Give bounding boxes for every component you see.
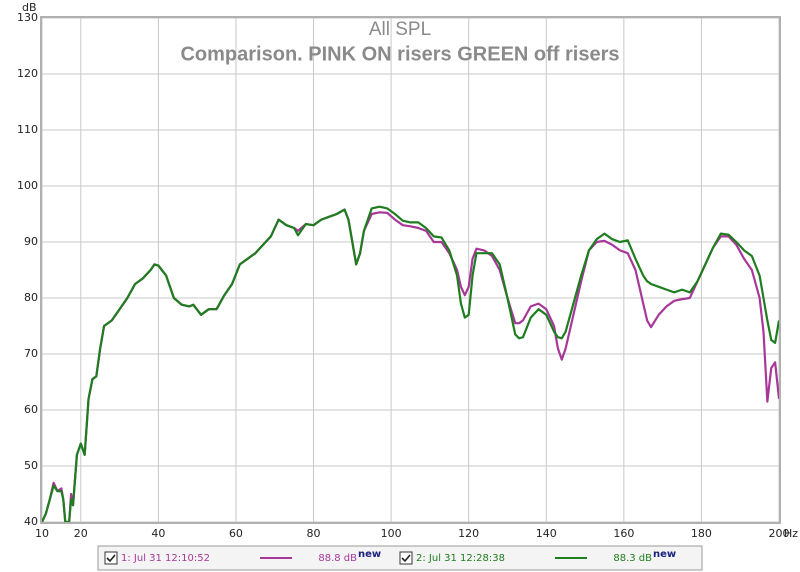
x-tick-label: 200 — [769, 527, 790, 540]
y-tick-label: 130 — [17, 11, 38, 24]
y-tick-label: 120 — [17, 67, 38, 80]
x-tick-label: 20 — [74, 527, 88, 540]
x-tick-label: 60 — [229, 527, 243, 540]
plot-frame — [40, 16, 781, 524]
x-tick-label: 10 — [35, 527, 49, 540]
x-axis-label: Hz — [784, 527, 798, 540]
x-tick-label: 100 — [381, 527, 402, 540]
y-tick-label: 50 — [24, 459, 38, 472]
series-line — [41, 205, 781, 524]
legend-checkbox[interactable] — [104, 551, 118, 565]
x-tick-label: 120 — [458, 527, 479, 540]
legend-tag: new — [358, 549, 381, 560]
lines — [41, 205, 781, 524]
legend-checkbox[interactable] — [399, 551, 413, 565]
legend-entries: 1: Jul 31 12:10:52 88.8 dB new 2: Jul 31 12… — [104, 549, 676, 565]
x-tick-label: 80 — [307, 527, 321, 540]
legend-name: 1: Jul 31 12:10:52 — [121, 553, 210, 564]
chart-title: All SPL — [369, 19, 431, 40]
plot-area — [41, 17, 780, 523]
x-tick-label: 40 — [151, 527, 165, 540]
y-tick-label: 110 — [17, 123, 38, 136]
y-tick-label: 40 — [24, 515, 38, 528]
legend-check — [401, 554, 411, 563]
y-tick-label: 90 — [24, 235, 38, 248]
legend-tag: new — [653, 549, 676, 560]
x-tick-label: 160 — [613, 527, 634, 540]
y-tick-label: 100 — [17, 179, 38, 192]
x-tick-label: 180 — [691, 527, 712, 540]
legend-name: 2: Jul 31 12:28:38 — [416, 553, 505, 564]
y-axis-label: dB — [22, 1, 37, 14]
legend-value: 88.8 dB — [318, 553, 357, 564]
x-tick-label: 140 — [536, 527, 557, 540]
legend-value: 88.3 dB — [613, 553, 652, 564]
y-tick-label: 80 — [24, 291, 38, 304]
y-tick-label: 70 — [24, 347, 38, 360]
y-tick-label: 60 — [24, 403, 38, 416]
legend-check — [106, 554, 116, 563]
chart-subtitle: Comparison. PINK ON risers GREEN off ris… — [180, 43, 619, 65]
